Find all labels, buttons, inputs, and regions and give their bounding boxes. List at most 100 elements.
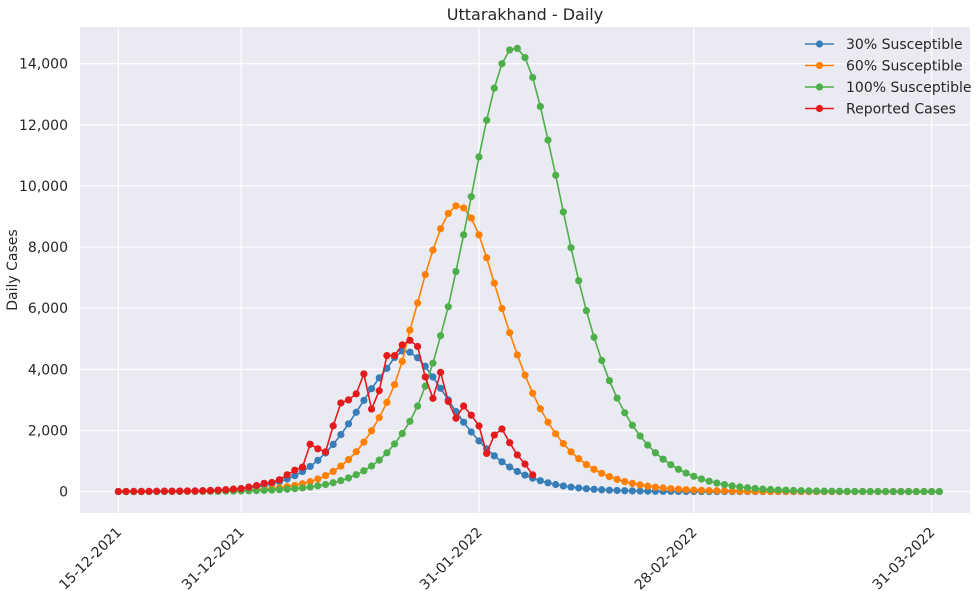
data-point — [390, 440, 399, 448]
data-point — [406, 326, 414, 334]
data-point — [598, 486, 606, 494]
data-point — [429, 359, 437, 367]
data-point — [644, 482, 652, 490]
data-point — [375, 456, 383, 464]
data-point — [843, 487, 851, 495]
legend: 30% Susceptible 60% Susceptible 100% Susce… — [805, 37, 972, 118]
data-point — [383, 351, 391, 360]
data-point — [306, 478, 314, 486]
data-point — [536, 405, 544, 413]
data-point — [621, 477, 629, 486]
data-point — [475, 153, 483, 161]
data-point — [605, 473, 614, 481]
data-point — [521, 53, 529, 62]
data-point — [582, 485, 590, 493]
data-point — [406, 417, 414, 425]
data-point — [613, 394, 621, 402]
y-tick-label: 6,000 — [28, 301, 68, 317]
data-point — [506, 439, 514, 447]
data-point — [398, 357, 406, 365]
data-point — [713, 479, 721, 487]
data-point — [513, 351, 521, 359]
data-point — [628, 421, 637, 429]
data-point — [352, 408, 360, 416]
data-point — [137, 487, 145, 495]
data-point — [667, 461, 675, 469]
data-point — [552, 171, 560, 179]
data-point — [513, 44, 521, 53]
data-point — [237, 484, 245, 493]
data-point — [490, 84, 498, 92]
data-point — [460, 204, 468, 212]
data-point — [321, 472, 330, 480]
data-point — [429, 246, 437, 254]
data-point — [291, 472, 299, 480]
gridlines — [80, 27, 970, 513]
data-point — [437, 384, 445, 392]
legend-swatch-marker — [815, 83, 824, 91]
legend-swatch-marker — [815, 104, 824, 113]
data-point — [367, 385, 376, 393]
data-point — [567, 483, 575, 491]
y-tick-label: 14,000 — [19, 57, 68, 73]
series-layer — [114, 44, 943, 496]
data-point — [774, 486, 782, 494]
data-point — [122, 487, 130, 496]
data-point — [306, 483, 314, 491]
data-point — [268, 486, 276, 494]
data-point — [766, 485, 775, 494]
data-point — [268, 478, 276, 487]
data-point — [475, 422, 483, 430]
data-point — [628, 487, 637, 495]
data-point — [291, 485, 299, 493]
data-point — [636, 432, 644, 440]
data-point — [390, 381, 399, 389]
data-point — [160, 487, 168, 495]
data-point — [713, 487, 721, 495]
data-point — [483, 116, 491, 124]
data-point — [437, 332, 445, 340]
data-point — [337, 399, 345, 407]
data-point — [636, 481, 644, 489]
data-point — [252, 481, 261, 490]
data-point — [452, 267, 460, 276]
legend-swatch-marker — [815, 61, 824, 70]
data-point — [252, 487, 261, 495]
data-point — [621, 487, 629, 495]
data-point — [659, 455, 667, 463]
data-point — [183, 487, 192, 495]
data-point — [437, 368, 445, 376]
data-point — [344, 396, 353, 404]
data-point — [874, 487, 882, 496]
data-point — [329, 467, 337, 475]
data-point — [360, 438, 368, 446]
data-point — [360, 370, 368, 378]
data-point — [314, 456, 322, 464]
data-point — [452, 414, 460, 422]
legend-item: Reported Cases — [805, 102, 956, 118]
legend-label: 60% Susceptible — [846, 59, 963, 75]
data-point — [352, 448, 360, 456]
data-point — [889, 487, 897, 496]
data-point — [413, 402, 422, 410]
data-point — [759, 485, 767, 493]
data-point — [475, 231, 483, 239]
data-point — [367, 405, 376, 413]
data-point — [483, 254, 491, 262]
data-point — [460, 418, 468, 426]
data-point — [429, 394, 437, 402]
data-point — [329, 479, 337, 487]
data-point — [490, 452, 498, 460]
data-point — [613, 475, 621, 483]
data-point — [498, 304, 506, 313]
data-point — [567, 244, 575, 252]
data-point — [344, 456, 353, 464]
data-point — [260, 479, 268, 487]
data-point — [360, 396, 368, 404]
data-point — [375, 387, 383, 395]
data-point — [682, 469, 690, 477]
data-point — [329, 440, 337, 449]
data-point — [529, 389, 537, 397]
data-point — [743, 484, 752, 492]
data-point — [360, 467, 368, 475]
